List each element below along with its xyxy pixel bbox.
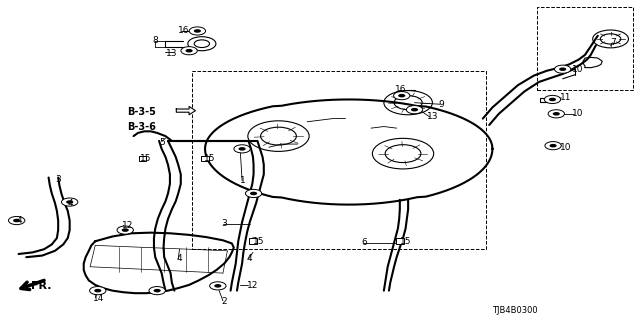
- Text: 16: 16: [178, 27, 189, 36]
- Text: 1: 1: [240, 176, 246, 185]
- Circle shape: [234, 145, 250, 153]
- Circle shape: [406, 106, 422, 114]
- Circle shape: [210, 282, 226, 290]
- Text: 4: 4: [17, 216, 22, 225]
- Circle shape: [66, 200, 73, 204]
- Circle shape: [394, 92, 410, 100]
- Text: 10: 10: [572, 65, 584, 74]
- Bar: [249, 238, 257, 244]
- Text: 10: 10: [572, 109, 584, 118]
- Circle shape: [554, 65, 571, 73]
- Circle shape: [548, 110, 564, 118]
- Bar: [192, 71, 486, 249]
- Circle shape: [90, 286, 106, 295]
- Circle shape: [250, 192, 257, 195]
- Text: 3: 3: [55, 175, 61, 184]
- Text: 8: 8: [153, 36, 159, 45]
- Circle shape: [149, 286, 165, 295]
- Bar: [201, 156, 209, 161]
- Circle shape: [549, 98, 556, 101]
- Circle shape: [559, 68, 566, 71]
- Circle shape: [194, 29, 201, 33]
- Text: FR.: FR.: [31, 281, 52, 291]
- Text: 10: 10: [559, 143, 571, 152]
- Text: TJB4B0300: TJB4B0300: [492, 306, 538, 315]
- Bar: [537, 7, 633, 90]
- Text: 4: 4: [246, 254, 252, 263]
- Text: 3: 3: [221, 219, 227, 228]
- Circle shape: [94, 289, 101, 292]
- Polygon shape: [176, 107, 195, 115]
- Circle shape: [553, 112, 560, 116]
- Text: 16: 16: [396, 85, 407, 94]
- Text: 7: 7: [611, 38, 616, 47]
- Circle shape: [189, 27, 205, 35]
- Circle shape: [13, 219, 20, 222]
- Circle shape: [61, 198, 78, 206]
- Circle shape: [214, 284, 221, 288]
- Text: 15: 15: [400, 237, 412, 246]
- Text: B-3-5: B-3-5: [127, 107, 156, 117]
- Text: 5: 5: [159, 138, 165, 147]
- Bar: [139, 156, 147, 161]
- Text: 15: 15: [140, 154, 152, 163]
- Circle shape: [186, 49, 193, 52]
- Circle shape: [544, 95, 561, 104]
- Text: 9: 9: [438, 100, 444, 109]
- Text: 13: 13: [428, 113, 439, 122]
- Text: 14: 14: [93, 294, 105, 303]
- Text: 11: 11: [559, 93, 571, 102]
- Circle shape: [411, 108, 418, 111]
- Circle shape: [245, 189, 262, 197]
- Text: 2: 2: [221, 297, 227, 306]
- Circle shape: [8, 216, 25, 225]
- Circle shape: [550, 144, 557, 148]
- Text: 12: 12: [246, 281, 258, 290]
- Text: 6: 6: [362, 238, 367, 247]
- Circle shape: [122, 228, 129, 232]
- Circle shape: [181, 47, 197, 55]
- Text: 15: 15: [253, 237, 264, 246]
- Text: 15: 15: [204, 154, 215, 163]
- Text: 13: 13: [166, 49, 177, 58]
- Circle shape: [545, 141, 561, 150]
- Circle shape: [117, 226, 133, 234]
- Circle shape: [398, 94, 405, 97]
- Circle shape: [239, 147, 246, 151]
- Text: 4: 4: [68, 198, 74, 207]
- Text: 4: 4: [176, 254, 182, 263]
- Text: 12: 12: [122, 221, 133, 230]
- Circle shape: [154, 289, 161, 292]
- Bar: [396, 238, 404, 244]
- Text: B-3-6: B-3-6: [127, 122, 156, 132]
